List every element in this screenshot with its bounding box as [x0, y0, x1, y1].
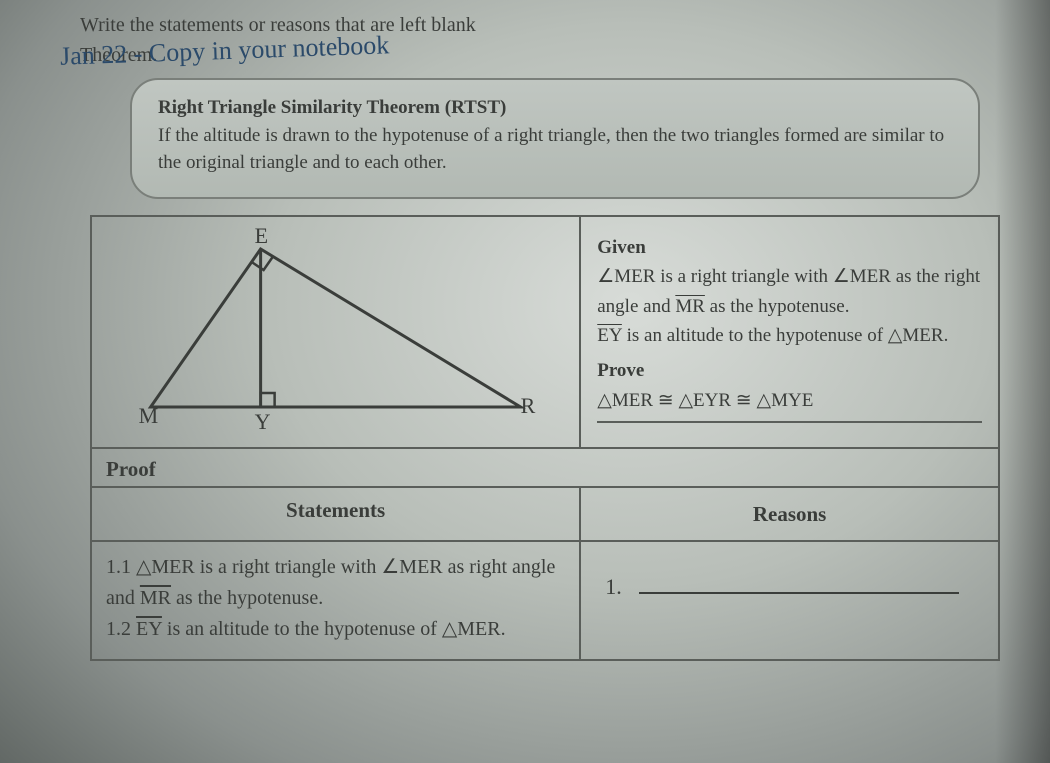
triangle-diagram: M E R Y [108, 227, 563, 437]
given-segment-ey: EY [597, 325, 622, 346]
vertex-label-r: R [521, 393, 536, 418]
theorem-box: Right Triangle Similarity Theorem (RTST)… [130, 78, 980, 199]
proof-row-1: 1.1 △MER is a right triangle with ∠MER a… [92, 542, 998, 659]
proof-header: Proof [92, 449, 998, 488]
theorem-body: If the altitude is drawn to the hypotenu… [158, 125, 944, 174]
reason-1-cell: 1. [581, 542, 998, 659]
theorem-title: Right Triangle Similarity Theorem (RTST) [158, 97, 506, 118]
reason-1-number: 1. [605, 574, 622, 599]
prove-header: Prove [597, 356, 982, 385]
stmt-1-1-b: as the hypotenuse. [171, 587, 323, 609]
given-segment-mr: MR [675, 296, 705, 317]
worksheet-page: Write the statements or reasons that are… [0, 0, 1050, 681]
triangle-outline [151, 249, 521, 407]
given-line-1: ∠MER is a right triangle with ∠MER as th… [597, 262, 982, 321]
given-text-1b: as the hypotenuse. [705, 296, 850, 317]
stmt-1-2-b: is an altitude to the hypotenuse of △MER… [162, 618, 506, 640]
given-line-2: EY is an altitude to the hypotenuse of △… [597, 321, 982, 350]
vertex-label-y: Y [255, 409, 271, 434]
statement-1-1: 1.1 △MER is a right triangle with ∠MER a… [106, 552, 561, 614]
statements-column-header: Statements [92, 488, 581, 541]
proof-table: M E R Y Given ∠MER is a right triangle w… [90, 215, 1000, 662]
stmt-1-2-a: 1.2 [106, 618, 136, 640]
statement-1-cell: 1.1 △MER is a right triangle with ∠MER a… [92, 542, 581, 659]
given-header: Given [597, 233, 982, 262]
vertex-label-m: M [139, 403, 159, 428]
given-prove-cell: Given ∠MER is a right triangle with ∠MER… [581, 217, 998, 447]
statement-1-2: 1.2 EY is an altitude to the hypotenuse … [106, 614, 561, 645]
stmt-1-1-seg: MR [140, 587, 171, 609]
instruction-line-1: Write the statements or reasons that are… [80, 14, 476, 36]
prove-underline [597, 421, 982, 423]
reasons-column-header: Reasons [581, 488, 998, 541]
right-angle-mark-y [261, 393, 275, 407]
given-prove-row: M E R Y Given ∠MER is a right triangle w… [92, 217, 998, 449]
vertex-label-e: E [255, 227, 268, 248]
columns-header-row: Statements Reasons [92, 488, 998, 543]
reason-1-blank[interactable] [639, 592, 959, 594]
figure-cell: M E R Y [92, 217, 581, 447]
given-text-2: is an altitude to the hypotenuse of △MER… [622, 325, 948, 346]
stmt-1-2-seg: EY [136, 618, 162, 640]
prove-text: △MER ≅ △EYR ≅ △MYE [597, 386, 982, 415]
